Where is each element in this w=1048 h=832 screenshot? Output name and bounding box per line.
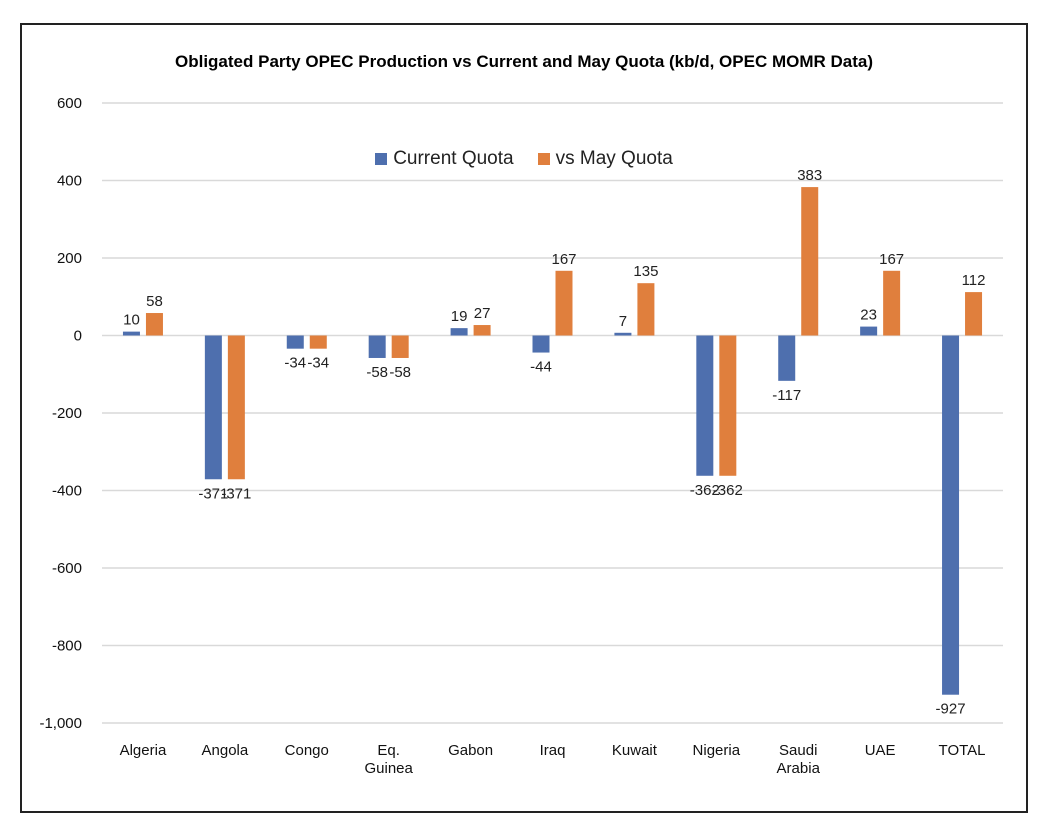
data-label: -58	[389, 364, 411, 381]
bar-vs-may-quota	[555, 270, 573, 336]
bar-current-quota	[204, 335, 222, 480]
legend-label-vs-may-quota: vs May Quota	[555, 148, 673, 169]
bar-vs-may-quota	[473, 325, 491, 336]
data-label: -58	[366, 364, 388, 381]
bar-vs-may-quota	[719, 335, 737, 476]
bar-current-quota	[450, 328, 468, 336]
y-tick-label: 400	[57, 173, 82, 190]
legend-swatch-current-quota	[375, 153, 388, 165]
chart-frame	[20, 23, 1028, 813]
data-label: 27	[474, 305, 491, 322]
y-tick-label: 600	[57, 95, 82, 112]
bar-vs-may-quota	[801, 187, 819, 336]
bar-current-quota	[532, 335, 550, 353]
x-tick-label: Angola	[202, 742, 249, 759]
data-label: 23	[860, 307, 877, 324]
data-label: 112	[962, 272, 986, 289]
x-tick-label: Eq.	[377, 742, 400, 759]
bar-vs-may-quota	[145, 313, 163, 336]
y-tick-label: -800	[52, 638, 82, 655]
bar-vs-may-quota	[309, 335, 327, 349]
data-label: 135	[633, 263, 658, 280]
data-label: -34	[284, 355, 306, 372]
x-tick-label: Algeria	[120, 742, 167, 759]
legend-item-current-quota: Current Quota	[375, 148, 514, 170]
legend-swatch-vs-may-quota	[537, 153, 550, 165]
y-tick-label: 200	[57, 250, 82, 267]
bar-current-quota	[696, 335, 714, 476]
bar-current-quota	[368, 335, 386, 358]
bar-current-quota	[614, 332, 632, 336]
x-tick-label: Arabia	[777, 760, 821, 777]
data-label: 383	[797, 167, 822, 184]
data-label: -44	[530, 359, 552, 376]
data-label: -371	[221, 485, 251, 502]
data-label: 10	[123, 312, 140, 329]
data-label: 7	[619, 313, 627, 330]
x-tick-label: Guinea	[364, 760, 413, 777]
x-tick-label: Saudi	[779, 742, 817, 759]
data-label: 167	[551, 251, 576, 268]
data-label: -362	[713, 482, 743, 499]
bar-vs-may-quota	[637, 283, 655, 336]
x-tick-label: Congo	[285, 742, 329, 759]
data-label: 58	[146, 293, 163, 310]
x-tick-label: Nigeria	[693, 742, 741, 759]
chart-title: Obligated Party OPEC Production vs Curre…	[174, 52, 874, 71]
y-tick-label: -400	[52, 483, 82, 500]
bar-vs-may-quota	[391, 335, 409, 358]
bar-vs-may-quota	[227, 335, 245, 480]
bar-vs-may-quota	[883, 270, 901, 336]
data-label: -34	[307, 355, 329, 372]
bar-vs-may-quota	[965, 292, 983, 336]
y-tick-label: -1,000	[39, 715, 82, 732]
legend-item-vs-may-quota: vs May Quota	[537, 148, 673, 170]
y-tick-label: 0	[74, 328, 82, 345]
x-tick-label: Kuwait	[612, 742, 658, 759]
data-label: -371	[198, 485, 228, 502]
y-tick-label: -200	[52, 405, 82, 422]
data-label: 19	[451, 308, 468, 325]
x-tick-label: UAE	[865, 742, 896, 759]
bar-current-quota	[778, 335, 796, 381]
data-label: -927	[936, 701, 966, 718]
legend: Current Quota vs May Quota	[0, 148, 1048, 170]
data-label: -362	[690, 482, 720, 499]
x-tick-label: Gabon	[448, 742, 493, 759]
bar-current-quota	[942, 335, 960, 695]
bar-current-quota	[860, 326, 878, 336]
y-tick-label: -600	[52, 560, 82, 577]
bar-current-quota	[122, 331, 140, 336]
legend-label-current-quota: Current Quota	[393, 148, 514, 169]
x-tick-label: Iraq	[540, 742, 566, 759]
data-label: -117	[772, 387, 801, 404]
data-label: 167	[879, 251, 904, 268]
x-tick-label: TOTAL	[939, 742, 986, 759]
bar-current-quota	[286, 335, 304, 349]
